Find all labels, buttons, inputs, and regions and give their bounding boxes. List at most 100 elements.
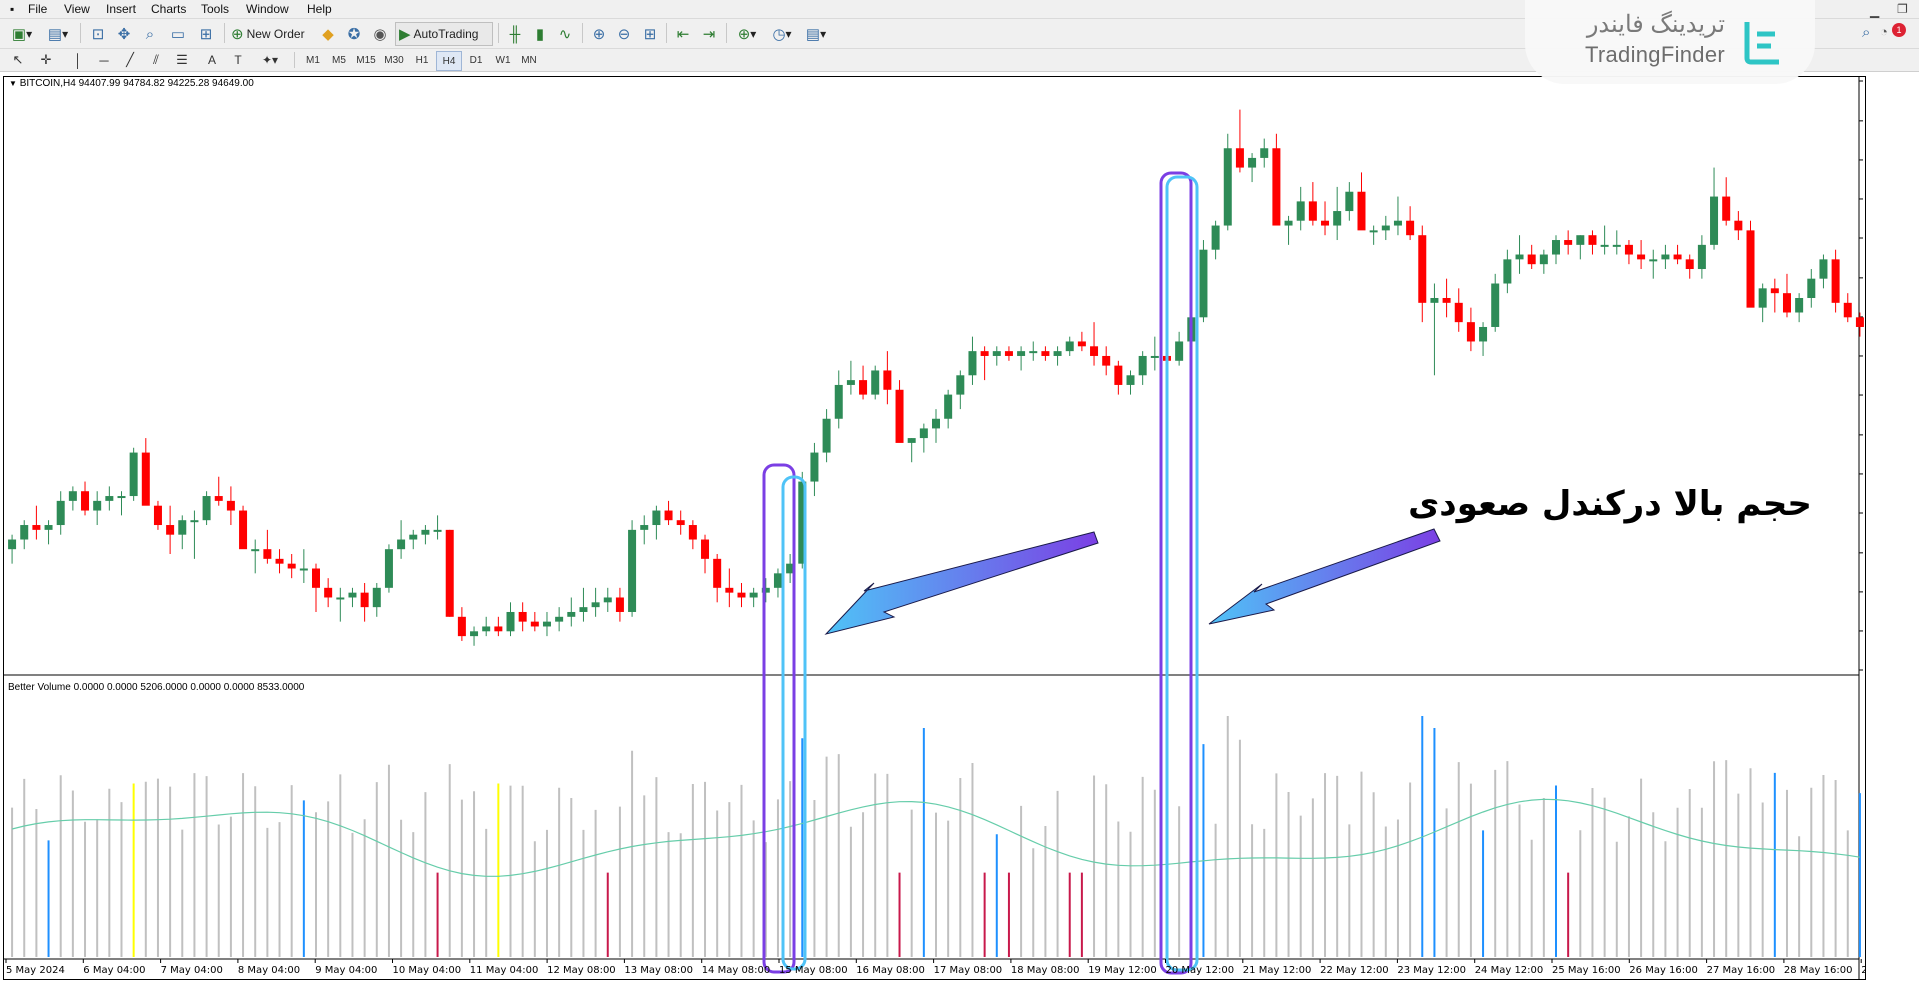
candle-body	[1321, 220, 1330, 226]
menu-charts[interactable]: Charts	[151, 2, 187, 16]
chart-window[interactable]: 72392.3071567.3070758.0569950.3069141.80…	[3, 76, 1866, 980]
bar-chart-icon[interactable]: ╫	[509, 25, 521, 43]
highlight-box-1-inner	[781, 475, 807, 971]
chart-canvas[interactable]: 72392.3071567.3070758.0569950.3069141.80…	[4, 77, 1865, 979]
timeframe-h1[interactable]: H1	[415, 54, 429, 66]
menu-view[interactable]: View	[64, 2, 90, 16]
strategy-tester-icon[interactable]: ⊞	[199, 25, 213, 43]
tile-windows-icon[interactable]: ⊞	[643, 25, 657, 43]
menu-tools[interactable]: Tools	[201, 2, 230, 16]
menu-insert[interactable]: Insert	[106, 2, 137, 16]
arrows-icon[interactable]: ✦▾	[261, 53, 279, 67]
candle-body	[178, 520, 187, 535]
timeframe-m15[interactable]: M15	[356, 54, 376, 66]
zoom-in-icon[interactable]: ⊕	[592, 25, 606, 43]
time-label: 8 May 04:00	[238, 965, 300, 976]
candle-body	[1515, 254, 1524, 260]
new-order-icon: ⊕	[231, 25, 244, 43]
new-order-button[interactable]: ⊕ New Order	[231, 25, 305, 43]
terminal-icon[interactable]: ▭	[170, 25, 186, 43]
templates-icon[interactable]: ▤ ▾	[805, 25, 827, 43]
data-window-icon[interactable]: ⌕	[145, 25, 155, 43]
timeframe-w1[interactable]: W1	[495, 54, 511, 66]
text-icon[interactable]: A	[207, 53, 216, 67]
new-chart-icon[interactable]: ▣ ▾	[11, 25, 33, 43]
chat-icon: ◔	[1880, 24, 1888, 39]
notifications-icon[interactable]: ◔ 1	[1880, 22, 1910, 42]
app-icon[interactable]: ▪	[10, 2, 15, 16]
time-label: 25 May 16:00	[1552, 965, 1621, 976]
candle-body	[117, 496, 126, 499]
signals-icon[interactable]: ◉	[373, 25, 387, 43]
candle-body	[701, 539, 710, 559]
zoom-out-icon[interactable]: ⊖	[617, 25, 631, 43]
chart-shift-icon[interactable]: ⇤	[676, 25, 690, 43]
trendline-icon[interactable]: ╱	[126, 52, 134, 67]
candle-body	[846, 380, 855, 385]
indicators-icon[interactable]: ⊕ ▾	[737, 25, 757, 43]
candle-body	[1211, 225, 1220, 250]
candle-body	[859, 380, 868, 395]
candle-body	[603, 597, 612, 603]
timeframe-d1[interactable]: D1	[469, 54, 483, 66]
time-label: 24 May 12:00	[1475, 965, 1544, 976]
time-label: 16 May 08:00	[856, 965, 925, 976]
candle-body	[409, 534, 418, 540]
indicator-info: Better Volume 0.0000 0.0000 5206.0000 0.…	[8, 682, 305, 693]
time-label: 22 May 12:00	[1320, 965, 1389, 976]
menu-help[interactable]: Help	[307, 2, 332, 16]
crosshair-icon[interactable]: ✛	[40, 52, 52, 67]
candle-body	[1138, 355, 1147, 376]
timeframe-mn[interactable]: MN	[521, 54, 537, 66]
equidistant-channel-icon[interactable]: ⫽	[153, 52, 159, 67]
minimize-icon[interactable]: ▁	[1870, 4, 1880, 18]
search-icon[interactable]: ⌕	[1862, 24, 1871, 41]
candle-body	[166, 525, 175, 535]
fibonacci-icon[interactable]: ☰	[176, 52, 188, 67]
candle-body	[324, 587, 333, 598]
candle-body	[518, 611, 527, 622]
profiles-icon[interactable]: ▤ ▾	[47, 25, 69, 43]
periods-icon[interactable]: ◷ ▾	[772, 25, 792, 43]
vertical-line-icon[interactable]: │	[73, 52, 83, 68]
candle-body	[81, 491, 90, 511]
candle-body	[457, 616, 466, 637]
candle-body	[1041, 351, 1050, 356]
menu-file[interactable]: File	[28, 2, 48, 16]
line-chart-icon[interactable]: ∿	[558, 25, 572, 43]
candle-body	[1418, 235, 1427, 303]
market-watch-icon[interactable]: ⊡	[91, 25, 105, 43]
navigator-icon[interactable]: ✥	[117, 25, 131, 43]
candle-body	[239, 510, 248, 550]
annotation-text: حجم بالا درکندل صعودی	[1408, 484, 1812, 524]
candlesticks-icon[interactable]: ▮	[535, 25, 545, 43]
candle-body	[944, 394, 953, 419]
metaeditor-icon[interactable]: ◆	[322, 25, 334, 43]
candle-body	[1734, 220, 1743, 231]
candle-body	[1017, 351, 1026, 356]
candle-body	[20, 525, 29, 540]
candle-body	[433, 529, 442, 532]
text-label-icon[interactable]: T	[234, 53, 242, 67]
timeframe-m30[interactable]: M30	[384, 54, 404, 66]
candle-body	[1685, 259, 1694, 270]
timeframe-h4[interactable]: H4	[436, 51, 462, 71]
candle-body	[919, 428, 928, 439]
restore-icon[interactable]: ❐	[1897, 2, 1908, 16]
candle-body	[1722, 196, 1731, 221]
candle-body	[664, 510, 673, 521]
autotrading-button[interactable]: ▶ AutoTrading	[395, 22, 493, 46]
timeframe-m5[interactable]: M5	[332, 54, 346, 66]
candle-body	[1649, 259, 1658, 262]
candle-body	[1442, 297, 1451, 303]
expert-advisors-icon[interactable]: ✪	[347, 25, 361, 43]
candle-body	[494, 626, 503, 632]
horizontal-line-icon[interactable]: ─	[99, 52, 109, 68]
timeframe-m1[interactable]: M1	[306, 54, 320, 66]
cursor-icon[interactable]: ↖	[12, 52, 24, 67]
menu-window[interactable]: Window	[246, 2, 289, 16]
autoscroll-icon[interactable]: ⇥	[702, 25, 716, 43]
collapse-arrow-icon[interactable]: ▼	[9, 79, 17, 88]
candle-body	[822, 418, 831, 453]
candle-body	[1673, 254, 1682, 260]
